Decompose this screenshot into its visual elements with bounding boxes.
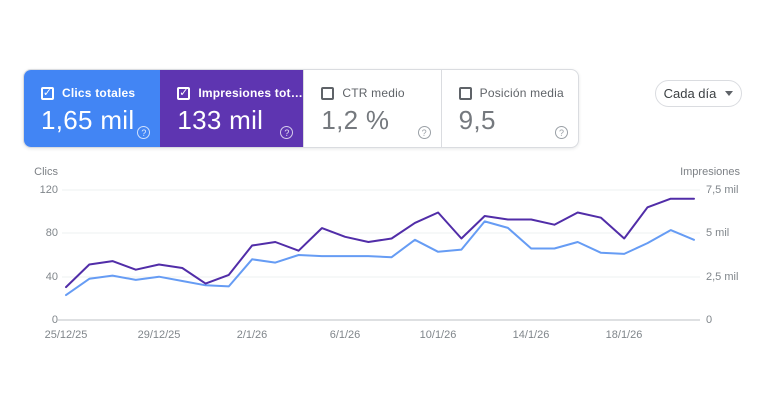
card-avg-position[interactable]: Posición media 9,5 ? [440,70,578,147]
checkbox-total-clicks[interactable]: ✓ [41,86,54,100]
help-icon[interactable]: ? [417,126,431,139]
x-axis-date: 18/1/26 [605,329,643,341]
x-axis-date: 6/1/26 [329,329,361,341]
series-line-impresiones [65,197,695,289]
left-axis-tick: 120 [39,184,58,196]
card-avg-ctr[interactable]: CTR medio 1,2 % ? [303,70,440,147]
right-axis-tick: 2,5 mil [706,271,739,283]
help-icon[interactable]: ? [554,126,568,139]
right-axis-tick: 0 [706,314,713,326]
help-icon[interactable]: ? [280,126,294,139]
x-axis-date: 10/1/26 [419,329,457,341]
card-total-clicks-value: 1,65 mil [41,105,135,135]
granularity-dropdown-label: Cada día [663,86,717,101]
granularity-dropdown[interactable]: Cada día [655,80,742,107]
caret-down-icon [725,91,734,96]
x-axis-date: 2/1/26 [236,329,268,341]
checkbox-avg-ctr[interactable] [321,86,335,100]
left-axis-title: Clics [34,166,58,178]
x-axis-date: 14/1/26 [512,329,550,341]
right-axis-tick: 5 mil [706,227,730,239]
left-axis-tick: 40 [45,271,58,283]
card-total-impressions-value: 133 mil [177,105,264,135]
card-avg-position-value: 9,5 [458,105,496,135]
checkbox-avg-position[interactable] [458,86,472,100]
metric-cards-row: ✓ Clics totales 1,65 mil ? ✓ Impresiones… [23,69,579,148]
x-axis-date: 29/12/25 [137,329,181,341]
card-total-clicks[interactable]: ✓ Clics totales 1,65 mil ? [24,70,161,147]
card-total-impressions[interactable]: ✓ Impresiones total… 133 mil ? [160,70,304,147]
chart-canvas[interactable] [0,160,768,335]
right-axis-tick: 7,5 mil [706,184,739,196]
card-avg-ctr-value: 1,2 % [321,105,390,135]
series-line-clics [65,220,695,297]
checkbox-total-impressions[interactable]: ✓ [177,86,191,100]
help-icon[interactable]: ? [137,126,151,139]
left-axis-tick: 0 [51,314,58,326]
left-axis-tick: 80 [45,227,58,239]
right-axis-title: Impresiones [680,166,740,178]
x-axis-date: 25/12/25 [44,329,88,341]
